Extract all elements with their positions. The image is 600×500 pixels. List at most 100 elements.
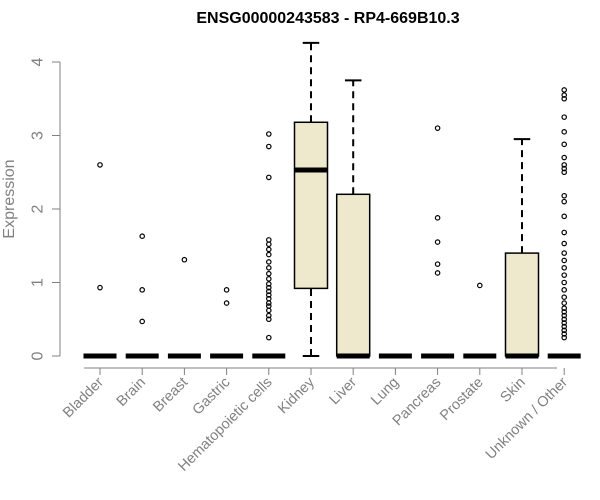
outlier-4-10 bbox=[265, 281, 272, 287]
box-5 bbox=[293, 41, 329, 357]
boxes bbox=[83, 41, 581, 359]
box-6 bbox=[335, 79, 371, 359]
outlier-4-7 bbox=[265, 292, 272, 298]
y-tick-label-2: 2 bbox=[30, 204, 47, 213]
outlier-0-1 bbox=[97, 162, 103, 168]
outlier-11-31 bbox=[561, 87, 568, 93]
box-rect-10 bbox=[504, 252, 540, 357]
outlier-9-0 bbox=[476, 282, 483, 289]
outlier-8-2 bbox=[434, 239, 441, 245]
outlier-4-8 bbox=[265, 288, 272, 295]
box-rect-6 bbox=[335, 193, 371, 357]
outlier-4-18 bbox=[265, 237, 272, 243]
outlier-4-13 bbox=[265, 264, 272, 271]
outlier-4-6 bbox=[265, 295, 272, 302]
outlier-4-4 bbox=[265, 303, 272, 309]
outlier-4-14 bbox=[265, 259, 272, 265]
outlier-11-30 bbox=[561, 92, 568, 98]
x-tick-label-2: Breast bbox=[150, 375, 191, 416]
x-tick-label-10: Skin bbox=[498, 375, 529, 406]
outlier-8-0 bbox=[434, 270, 441, 276]
x-tick-label-6: Liver bbox=[326, 374, 360, 408]
outlier-11-19 bbox=[561, 213, 568, 220]
box-rect-5 bbox=[293, 121, 329, 290]
outlier-11-14 bbox=[561, 264, 568, 271]
outlier-11-11 bbox=[561, 287, 568, 293]
outlier-11-4 bbox=[561, 320, 568, 326]
outlier-8-3 bbox=[434, 215, 441, 221]
outlier-11-29 bbox=[561, 95, 568, 102]
outlier-11-21 bbox=[561, 192, 568, 199]
outlier-4-19 bbox=[265, 174, 272, 181]
box-0 bbox=[83, 162, 117, 359]
x-tick-label-0: Bladder bbox=[60, 374, 107, 421]
outlier-11-20 bbox=[561, 198, 568, 205]
outlier-11-5 bbox=[561, 316, 568, 323]
outlier-4-2 bbox=[265, 312, 272, 319]
outlier-4-15 bbox=[265, 251, 272, 258]
outlier-11-16 bbox=[561, 250, 568, 256]
x-tick-label-1: Brain bbox=[114, 375, 149, 410]
outlier-11-0 bbox=[561, 334, 568, 341]
outlier-3-0 bbox=[223, 300, 230, 306]
box-10 bbox=[504, 138, 540, 359]
outlier-1-0 bbox=[139, 318, 146, 325]
outlier-11-1 bbox=[561, 331, 568, 337]
x-tick-label-5: Kidney bbox=[275, 374, 318, 417]
box-2 bbox=[167, 256, 201, 359]
y-tick-label-4: 4 bbox=[30, 57, 47, 66]
y-axis-label: Expression bbox=[1, 159, 18, 238]
outlier-11-23 bbox=[561, 165, 568, 172]
y-tick-label-0: 0 bbox=[30, 351, 47, 360]
outlier-11-10 bbox=[561, 294, 568, 301]
box-11 bbox=[547, 87, 581, 359]
outlier-0-0 bbox=[97, 284, 103, 291]
box-4 bbox=[252, 131, 286, 359]
outlier-11-15 bbox=[561, 257, 568, 264]
outlier-11-24 bbox=[561, 162, 568, 168]
outlier-11-18 bbox=[561, 229, 568, 236]
y-tick-label-1: 1 bbox=[30, 278, 47, 287]
outlier-11-2 bbox=[561, 327, 568, 334]
outlier-11-13 bbox=[561, 272, 568, 278]
outlier-4-1 bbox=[265, 316, 272, 323]
outlier-11-27 bbox=[561, 129, 568, 135]
box-9 bbox=[463, 282, 497, 359]
outlier-11-28 bbox=[561, 114, 568, 120]
outlier-11-6 bbox=[561, 312, 568, 319]
outlier-11-26 bbox=[561, 141, 568, 148]
box-3 bbox=[210, 287, 244, 359]
outlier-1-2 bbox=[139, 233, 146, 239]
chart-title: ENSG00000243583 - RP4-669B10.3 bbox=[196, 10, 459, 27]
outlier-3-1 bbox=[223, 287, 230, 293]
outlier-11-25 bbox=[561, 154, 568, 161]
x-tick-label-7: Lung bbox=[368, 375, 402, 409]
outlier-4-12 bbox=[265, 270, 272, 277]
outlier-4-17 bbox=[265, 241, 272, 248]
outlier-11-12 bbox=[561, 279, 568, 286]
outlier-2-0 bbox=[181, 256, 188, 263]
outlier-4-20 bbox=[265, 143, 272, 150]
outlier-11-22 bbox=[561, 169, 568, 176]
outlier-1-1 bbox=[139, 287, 146, 293]
box-1 bbox=[125, 233, 159, 359]
box-8 bbox=[421, 125, 455, 359]
outlier-8-4 bbox=[434, 125, 441, 131]
outlier-11-9 bbox=[561, 300, 568, 306]
outlier-8-1 bbox=[434, 261, 441, 267]
outlier-11-17 bbox=[561, 240, 568, 247]
outlier-11-8 bbox=[561, 305, 568, 312]
outlier-4-3 bbox=[265, 307, 272, 314]
outlier-4-0 bbox=[265, 334, 272, 341]
outlier-4-16 bbox=[265, 246, 272, 253]
y-tick-label-3: 3 bbox=[30, 131, 47, 140]
outlier-4-5 bbox=[265, 300, 272, 306]
x-tick-label-9: Prostate bbox=[437, 375, 486, 424]
outlier-4-11 bbox=[265, 276, 272, 282]
outlier-11-7 bbox=[561, 309, 568, 315]
outlier-4-9 bbox=[265, 284, 272, 291]
outlier-4-21 bbox=[265, 131, 272, 137]
outlier-11-3 bbox=[561, 323, 568, 330]
